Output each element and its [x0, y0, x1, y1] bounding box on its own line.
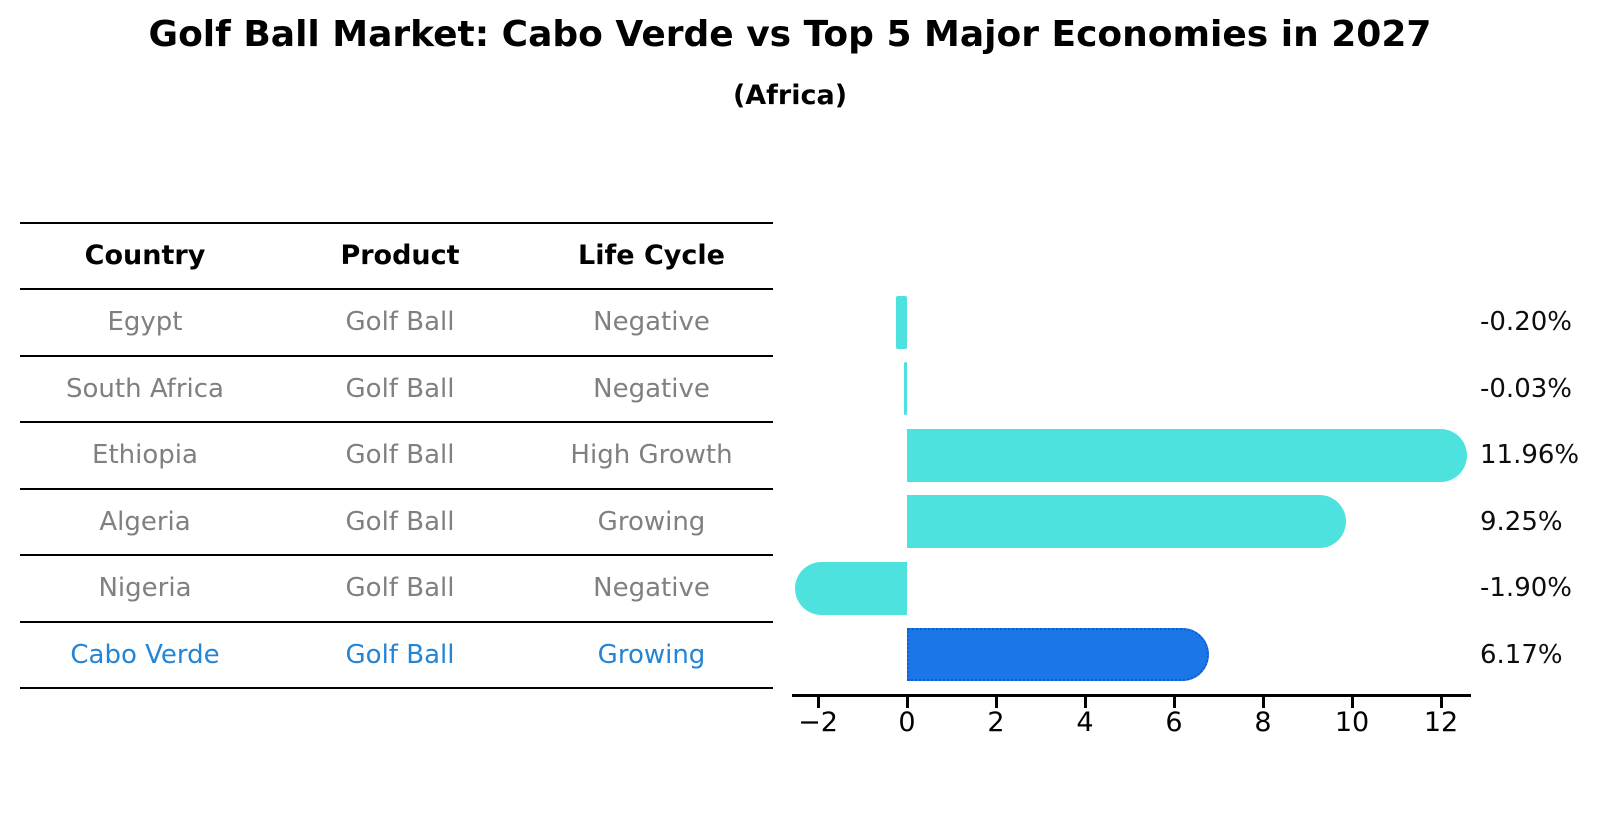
x-tick [817, 697, 820, 708]
x-tick [906, 697, 909, 708]
x-tick [1084, 697, 1087, 708]
cell-south-africa-life-cycle: Negative [593, 373, 710, 404]
cell-egypt-product: Golf Ball [345, 307, 455, 338]
x-tick [995, 697, 998, 708]
x-tick-label: 8 [1254, 707, 1272, 738]
column-header-life-cycle: Life Cycle [578, 240, 725, 271]
chart-title: Golf Ball Market: Cabo Verde vs Top 5 Ma… [148, 14, 1432, 55]
x-tick-label: 12 [1423, 707, 1459, 738]
x-axis-line [792, 694, 1471, 697]
cell-egypt-life-cycle: Negative [593, 307, 710, 338]
cell-algeria-country: Algeria [99, 506, 191, 537]
cell-south-africa-product: Golf Ball [345, 373, 455, 404]
table-rule [20, 620, 773, 623]
table-rule [20, 487, 773, 490]
cell-cabo-verde-product: Golf Ball [345, 639, 455, 670]
bar-egypt [896, 295, 907, 349]
x-tick-label: 10 [1334, 707, 1370, 738]
cell-nigeria-product: Golf Ball [345, 573, 455, 604]
cell-cabo-verde-life-cycle: Growing [597, 639, 706, 670]
cell-nigeria-life-cycle: Negative [593, 573, 710, 604]
value-label-nigeria: -1.90% [1480, 573, 1572, 604]
value-label-egypt: -0.20% [1480, 307, 1572, 338]
chart-subtitle: (Africa) [732, 80, 848, 111]
value-label-algeria: 9.25% [1480, 506, 1563, 537]
value-label-south-africa: -0.03% [1480, 373, 1572, 404]
value-label-cabo-verde: 6.17% [1480, 639, 1563, 670]
cell-nigeria-country: Nigeria [98, 573, 192, 604]
x-tick [1440, 697, 1443, 708]
cell-ethiopia-life-cycle: High Growth [570, 440, 733, 471]
x-tick-label: −2 [798, 707, 838, 738]
column-header-product: Product [340, 240, 460, 271]
table-rule [20, 687, 773, 689]
value-label-ethiopia: 11.96% [1480, 440, 1580, 471]
table-rule [20, 222, 773, 224]
bar-nigeria [794, 561, 907, 615]
cell-ethiopia-country: Ethiopia [92, 440, 198, 471]
table-rule [20, 288, 773, 290]
bar-ethiopia [907, 428, 1467, 482]
x-tick-label: 4 [1076, 707, 1094, 738]
x-tick-label: 2 [987, 707, 1005, 738]
bar-cabo-verde [907, 628, 1210, 682]
table-rule [20, 421, 773, 423]
x-tick-label: 6 [1165, 707, 1183, 738]
x-tick [1262, 697, 1265, 708]
bar-algeria [907, 495, 1347, 549]
x-tick [1351, 697, 1354, 708]
cell-algeria-life-cycle: Growing [597, 506, 706, 537]
table-rule [20, 554, 773, 556]
x-tick-label: 0 [898, 707, 916, 738]
table-rule [20, 354, 773, 357]
cell-egypt-country: Egypt [107, 307, 183, 338]
x-tick [1173, 697, 1176, 708]
cell-south-africa-country: South Africa [66, 373, 224, 404]
bar-south-africa [903, 362, 907, 416]
cell-ethiopia-product: Golf Ball [345, 440, 455, 471]
column-header-country: Country [84, 240, 206, 271]
cell-algeria-product: Golf Ball [345, 506, 455, 537]
cell-cabo-verde-country: Cabo Verde [70, 639, 220, 670]
